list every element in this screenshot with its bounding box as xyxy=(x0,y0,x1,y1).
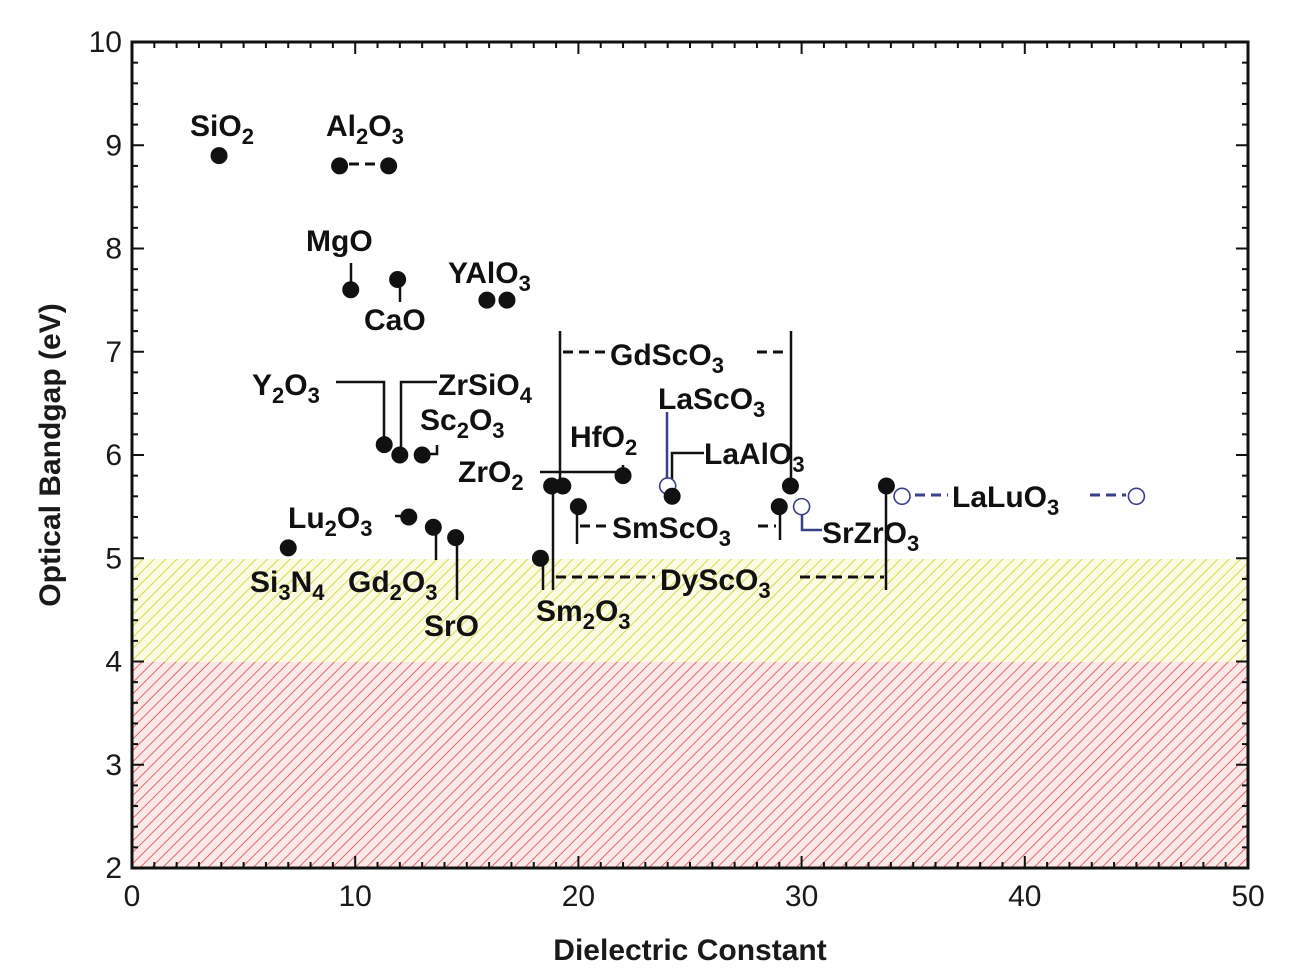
x-tick-label: 50 xyxy=(1231,880,1264,913)
leader-srzro3 xyxy=(800,514,822,532)
label-mgo: MgO xyxy=(306,225,373,258)
data-point xyxy=(391,446,409,464)
data-point xyxy=(331,157,349,175)
y-tick-label: 4 xyxy=(105,646,122,679)
data-point xyxy=(663,487,681,505)
x-tick-label: 0 xyxy=(124,880,141,913)
axes: 0 10 20 30 40 50 2 3 4 5 6 7 8 9 10 xyxy=(89,26,1265,913)
band-regions xyxy=(132,559,1248,868)
x-tick-label: 40 xyxy=(1008,880,1041,913)
data-points xyxy=(210,147,1146,567)
label-smsco3: SmScO3 xyxy=(612,512,731,551)
label-sro: SrO xyxy=(424,610,479,643)
label-al2o3: Al2O3 xyxy=(326,110,404,149)
label-zrsio4: ZrSiO4 xyxy=(438,369,533,408)
data-point xyxy=(781,477,799,495)
label-si3n4: Si3N4 xyxy=(250,566,325,605)
data-point xyxy=(554,477,572,495)
data-point xyxy=(531,549,549,567)
y-axis-title: Optical Bandgap (eV) xyxy=(34,303,67,606)
leader-hfo2 xyxy=(540,465,625,474)
region-4-5ev xyxy=(132,559,1248,662)
label-cao: CaO xyxy=(364,304,426,337)
data-point xyxy=(380,157,398,175)
label-srzro3: SrZrO3 xyxy=(822,517,919,556)
label-dysco3: DyScO3 xyxy=(660,564,771,603)
label-zro2: ZrO2 xyxy=(458,456,524,495)
y-tick-label: 8 xyxy=(105,233,122,266)
data-point xyxy=(413,446,431,464)
y-tick-label: 2 xyxy=(105,852,122,885)
point-labels: SiO2 Al2O3 MgO CaO YAlO3 Y2O3 ZrSiO4 Sc2… xyxy=(190,110,1059,643)
leader-y2o3 xyxy=(336,380,386,442)
label-lasco3: LaScO3 xyxy=(658,383,765,422)
label-laluo3: LaLuO3 xyxy=(952,481,1059,520)
leader-lines xyxy=(336,162,1126,600)
label-sc2o3: Sc2O3 xyxy=(420,404,505,443)
data-point xyxy=(770,498,788,516)
label-yalo3: YAlO3 xyxy=(448,257,531,296)
data-point xyxy=(877,477,895,495)
label-y2o3: Y2O3 xyxy=(252,369,320,408)
data-point xyxy=(1127,487,1146,506)
data-point xyxy=(893,487,911,506)
y-tick-label: 6 xyxy=(105,439,122,472)
data-point xyxy=(342,281,360,299)
x-tick-label: 10 xyxy=(339,880,372,913)
y-tick-label: 10 xyxy=(89,26,122,59)
label-sm2o3: Sm2O3 xyxy=(536,595,631,634)
data-point xyxy=(614,467,632,485)
label-hfo2: HfO2 xyxy=(570,421,637,460)
data-point xyxy=(447,529,465,547)
label-sio2: SiO2 xyxy=(190,110,254,149)
data-point xyxy=(210,147,228,165)
y-tick-label: 9 xyxy=(105,129,122,162)
data-point xyxy=(569,498,587,516)
y-tick-label: 7 xyxy=(105,336,122,369)
leader-zrsio4 xyxy=(399,380,437,453)
region-2-4ev xyxy=(132,662,1248,868)
label-laalo3: LaAlO3 xyxy=(704,438,805,477)
data-point xyxy=(792,497,811,516)
data-point xyxy=(498,291,516,309)
y-tick-label: 5 xyxy=(105,542,122,575)
data-point xyxy=(389,270,407,288)
data-point xyxy=(478,291,496,309)
data-point xyxy=(400,508,418,526)
x-tick-label: 20 xyxy=(562,880,595,913)
data-point xyxy=(279,539,297,557)
data-point xyxy=(375,436,393,454)
data-point xyxy=(424,518,442,536)
y-tick-label: 3 xyxy=(105,749,122,782)
x-tick-label: 30 xyxy=(785,880,818,913)
label-gd2o3: Gd2O3 xyxy=(348,566,438,605)
x-axis-title: Dielectric Constant xyxy=(553,934,826,967)
label-lu2o3: Lu2O3 xyxy=(288,502,373,541)
label-gdsco3: GdScO3 xyxy=(610,339,724,378)
